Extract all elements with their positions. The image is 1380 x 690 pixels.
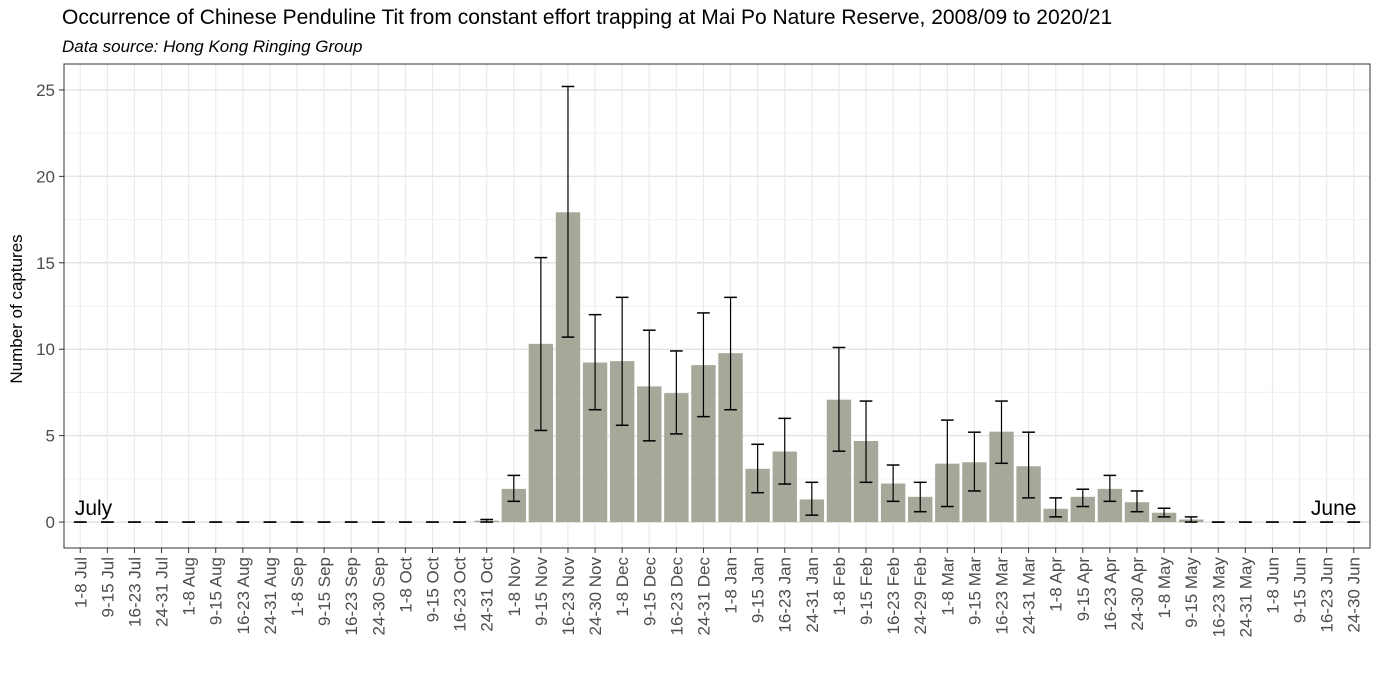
x-tick-label: 9-15 Nov [532, 557, 551, 626]
error-bar [968, 431, 981, 492]
x-tick-label: 9-15 Feb [857, 557, 876, 625]
error-bar [1184, 516, 1198, 523]
y-tick-label: 10 [36, 340, 55, 359]
x-tick-label: 1-8 Nov [505, 557, 524, 617]
x-tick-label: 24-31 Jan [803, 557, 822, 633]
x-tick-label: 24-31 Dec [694, 557, 713, 636]
error-bar [832, 346, 846, 452]
error-bar [1130, 490, 1144, 513]
x-tick-label: 9-15 Jan [749, 557, 768, 623]
error-bar [615, 296, 629, 427]
x-tick-label: 16-23 Sep [342, 557, 361, 635]
y-axis: 0 5 10 15 20 25 [36, 81, 64, 532]
error-bar [1022, 431, 1035, 499]
error-bar [778, 417, 792, 485]
x-tick-label: 9-15 Sep [315, 557, 334, 626]
annotations: July June [75, 497, 1357, 520]
y-tick-label: 0 [46, 513, 55, 532]
error-bar [751, 443, 764, 494]
x-tick-label: 9-15 Jun [1291, 557, 1310, 623]
error-bar [995, 400, 1008, 465]
x-tick-label: 24-31 Aug [261, 557, 280, 635]
y-axis-label: Number of captures [7, 234, 26, 383]
y-tick-label: 20 [36, 167, 55, 186]
error-bar [670, 350, 683, 435]
error-bar [480, 518, 494, 523]
y-tick-label: 5 [46, 427, 55, 446]
x-tick-label: 1-8 Jan [722, 557, 741, 614]
error-bar [534, 256, 548, 432]
x-tick-label: 1-8 Aug [180, 557, 199, 616]
error-bar [886, 464, 900, 503]
x-tick-label: 16-23 Mar [993, 557, 1012, 635]
error-bar [1157, 507, 1171, 518]
error-bar [1103, 474, 1117, 503]
x-tick-label: 9-15 Dec [640, 557, 659, 626]
x-tick-label: 16-23 Jun [1318, 557, 1337, 633]
x-tick-label: 1-8 Apr [1047, 557, 1066, 612]
error-bar [1049, 497, 1063, 518]
x-tick-label: 16-23 Aug [234, 557, 253, 635]
x-tick-label: 9-15 May [1182, 557, 1201, 628]
x-tick-label: 24-31 May [1236, 557, 1255, 638]
x-tick-label: 24-31 Mar [1020, 557, 1039, 635]
annotation-july: July [75, 497, 113, 520]
x-tick-label: 16-23 May [1209, 557, 1228, 638]
error-bar [561, 85, 575, 338]
x-tick-label: 24-31 Oct [478, 557, 497, 632]
bars [68, 212, 1366, 523]
annotation-june: June [1311, 497, 1357, 520]
x-tick-label: 1-8 May [1155, 557, 1174, 619]
x-tick-label: 16-23 Apr [1101, 557, 1120, 631]
x-tick-label: 24-29 Feb [911, 557, 930, 635]
error-bar [697, 312, 710, 418]
error-bar [913, 481, 927, 513]
x-tick-label: 1-8 Jul [71, 557, 90, 608]
x-tick-label: 9-15 Aug [207, 557, 226, 625]
error-bars [73, 85, 1361, 523]
x-tick-label: 16-23 Oct [451, 557, 470, 632]
error-bar [1076, 488, 1090, 508]
x-tick-label: 16-23 Dec [667, 557, 686, 636]
x-tick-label: 16-23 Feb [884, 557, 903, 635]
x-tick-label: 16-23 Jan [776, 557, 795, 633]
error-bar [724, 296, 737, 411]
x-tick-label: 1-8 Dec [613, 557, 632, 617]
x-tick-label: 1-8 Feb [830, 557, 849, 616]
x-tick-label: 1-8 Jun [1263, 557, 1282, 614]
error-bar [507, 474, 521, 503]
error-bar [588, 313, 602, 411]
x-tick-label: 24-30 Sep [369, 557, 388, 635]
error-bar [642, 329, 656, 442]
x-tick-label: 16-23 Nov [559, 557, 578, 636]
x-tick-label: 1-8 Mar [938, 557, 957, 616]
gridlines [64, 64, 1370, 548]
x-tick-label: 1-8 Oct [396, 557, 415, 613]
x-tick-label: 9-15 Apr [1074, 557, 1093, 622]
chart-subtitle: Data source: Hong Kong Ringing Group [62, 37, 363, 56]
panel-border [63, 63, 1371, 549]
y-tick-label: 25 [36, 81, 55, 100]
x-tick-label: 24-30 Apr [1128, 557, 1147, 631]
y-tick-label: 15 [36, 254, 55, 273]
x-tick-label: 1-8 Sep [288, 557, 307, 617]
x-tick-label: 24-30 Nov [586, 557, 605, 636]
error-bar [859, 400, 873, 484]
x-tick-label: 9-15 Jul [98, 557, 117, 617]
error-bar [805, 481, 819, 516]
chart-title: Occurrence of Chinese Penduline Tit from… [62, 6, 1113, 29]
error-bar [940, 419, 954, 508]
x-axis: 1-8 Jul 9-15 Jul 16-23 Jul 24-31 Jul 1-8 Aug… [71, 548, 1364, 638]
x-tick-label: 24-30 Jun [1345, 557, 1364, 633]
x-tick-label: 24-31 Jul [153, 557, 172, 627]
x-tick-label: 9-15 Oct [423, 557, 442, 622]
x-tick-label: 16-23 Jul [125, 557, 144, 627]
x-tick-label: 9-15 Mar [965, 557, 984, 625]
